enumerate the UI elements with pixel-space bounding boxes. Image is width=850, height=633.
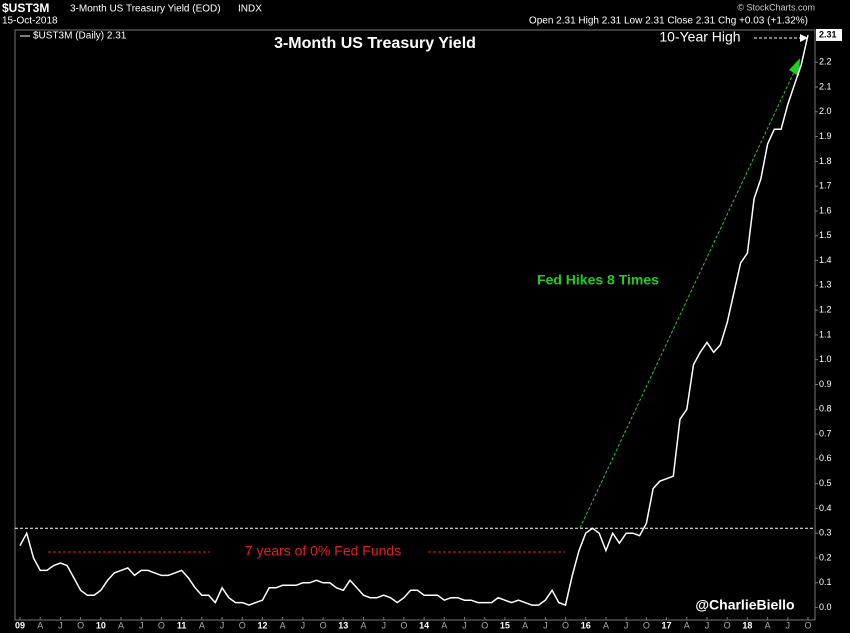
x-tick-label: 15 <box>500 620 510 630</box>
x-tick-label: O <box>643 620 650 630</box>
x-tick-label: J <box>301 620 306 630</box>
x-tick-label: 16 <box>581 620 591 630</box>
x-tick-label: A <box>118 620 124 630</box>
x-tick-label: A <box>522 620 528 630</box>
quote: Open 2.31 High 2.31 Low 2.31 Close 2.31 … <box>529 16 808 27</box>
y-tick-label: 1.7 <box>819 181 832 191</box>
x-tick-label: J <box>220 620 225 630</box>
x-tick-label: J <box>786 620 791 630</box>
y-tick-label: 0.2 <box>819 552 832 562</box>
x-tick-label: J <box>624 620 629 630</box>
x-tick-label: O <box>77 620 84 630</box>
y-tick-label: 1.6 <box>819 205 832 215</box>
x-tick-label: 09 <box>15 620 25 630</box>
x-tick-label: A <box>684 620 690 630</box>
x-tick-label: O <box>804 620 811 630</box>
x-tick-label: 13 <box>338 620 348 630</box>
symbol-name: 3-Month US Treasury Yield (EOD) <box>70 4 221 15</box>
x-tick-label: O <box>239 620 246 630</box>
y-tick-label: 0.0 <box>819 602 832 612</box>
x-tick-label: A <box>603 620 609 630</box>
x-tick-label: A <box>360 620 366 630</box>
x-tick-label: A <box>441 620 447 630</box>
x-tick-label: 12 <box>257 620 267 630</box>
x-tick-label: O <box>158 620 165 630</box>
x-tick-label: O <box>320 620 327 630</box>
x-tick-label: 11 <box>177 620 187 630</box>
x-tick-label: A <box>199 620 205 630</box>
x-tick-label: J <box>462 620 467 630</box>
x-tick-label: O <box>481 620 488 630</box>
y-tick-label: 0.4 <box>819 503 832 513</box>
chart-title: 3-Month US Treasury Yield <box>274 35 476 52</box>
x-tick-label: 18 <box>742 620 752 630</box>
copyright: © StockCharts.com <box>737 2 815 12</box>
exchange: INDX <box>238 4 262 15</box>
y-tick-label: 0.3 <box>819 528 832 538</box>
x-tick-label: A <box>280 620 286 630</box>
y-tick-label: 1.5 <box>819 230 832 240</box>
x-tick-label: J <box>705 620 710 630</box>
y-tick-label: 2.0 <box>819 106 832 116</box>
y-tick-label: 1.2 <box>819 305 832 315</box>
x-tick-label: O <box>724 620 731 630</box>
annotation: 7 years of 0% Fed Funds <box>245 543 401 559</box>
y-tick-label: 0.7 <box>819 428 832 438</box>
x-tick-label: O <box>562 620 569 630</box>
annotation: Fed Hikes 8 Times <box>537 272 659 288</box>
y-tick-label: 1.8 <box>819 156 832 166</box>
x-tick-label: A <box>37 620 43 630</box>
x-tick-label: 14 <box>419 620 429 630</box>
last-value-box <box>816 28 842 41</box>
watermark: @CharlieBiello <box>695 597 794 613</box>
series-line <box>19 34 809 607</box>
y-tick-label: 0.9 <box>819 379 832 389</box>
y-tick-label: 0.1 <box>819 577 832 587</box>
y-tick-label: 1.4 <box>819 255 832 265</box>
x-tick-label: A <box>765 620 771 630</box>
symbol: $UST3M <box>2 1 49 15</box>
x-tick-label: O <box>400 620 407 630</box>
y-tick-label: 1.3 <box>819 280 832 290</box>
annotation: 10-Year High <box>659 29 740 45</box>
plot-frame <box>14 29 816 621</box>
arrow-line <box>579 69 796 529</box>
x-tick-label: J <box>139 620 144 630</box>
y-tick-label: 1.1 <box>819 329 832 339</box>
y-tick-label: 0.6 <box>819 453 832 463</box>
y-tick-label: 2.2 <box>819 57 832 67</box>
date: 15-Oct-2018 <box>2 16 58 27</box>
x-tick-label: J <box>381 620 386 630</box>
y-tick-label: 2.1 <box>819 81 832 91</box>
arrow-head <box>800 34 808 42</box>
x-tick-label: J <box>58 620 63 630</box>
last-value-label: 2.31 <box>819 29 837 39</box>
legend-entry: $UST3M (Daily) 2.31 <box>33 31 127 42</box>
y-tick-label: 1.9 <box>819 131 832 141</box>
x-tick-label: J <box>543 620 548 630</box>
y-tick-label: 0.5 <box>819 478 832 488</box>
x-tick-label: 10 <box>96 620 106 630</box>
y-tick-label: 0.8 <box>819 404 832 414</box>
arrow-head <box>789 58 800 76</box>
y-tick-label: 1.0 <box>819 354 832 364</box>
x-tick-label: 17 <box>662 620 672 630</box>
